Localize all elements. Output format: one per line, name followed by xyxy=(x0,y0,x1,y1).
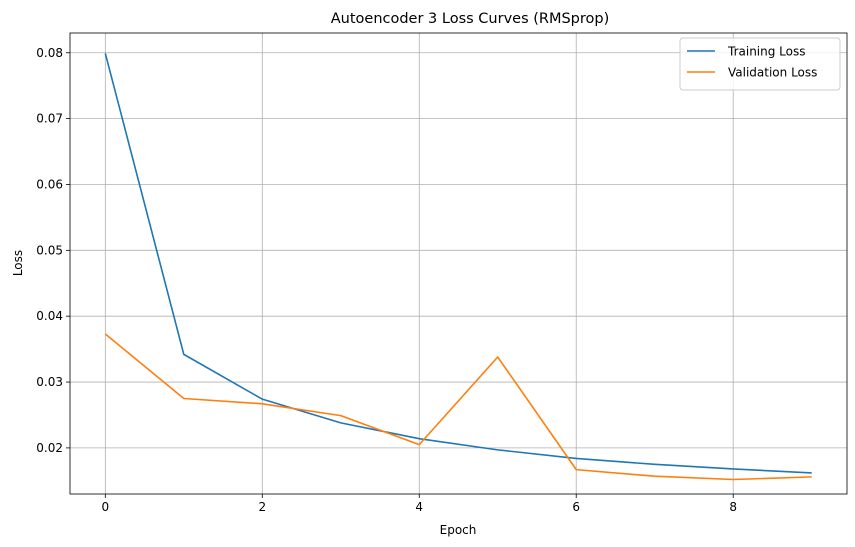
x-tick-label: 0 xyxy=(101,500,109,514)
series-line-training-loss xyxy=(104,53,812,474)
x-tick-label: 8 xyxy=(729,500,737,514)
y-tick-label: 0.05 xyxy=(36,243,63,257)
y-tick-label: 0.03 xyxy=(36,375,63,389)
legend: Training Loss Validation Loss xyxy=(679,37,841,91)
plot-frame xyxy=(69,32,848,495)
x-axis-label: Epoch xyxy=(440,523,477,537)
series-line-validation-loss xyxy=(104,333,812,481)
legend-box xyxy=(679,37,841,91)
legend-label: Validation Loss xyxy=(728,66,817,80)
x-tick-label: 2 xyxy=(258,500,266,514)
x-tick-label: 4 xyxy=(415,500,423,514)
y-tick-label: 0.07 xyxy=(36,112,63,126)
y-axis: 0.02 0.03 0.04 0.05 0.06 0.07 0.08 xyxy=(36,46,70,455)
x-tick-label: 6 xyxy=(572,500,580,514)
series-lines xyxy=(104,53,812,481)
y-tick-label: 0.04 xyxy=(36,309,63,323)
y-axis-label: Loss xyxy=(11,250,25,276)
grid-lines xyxy=(70,33,847,494)
y-tick-label: 0.02 xyxy=(36,441,63,455)
chart-title: Autoencoder 3 Loss Curves (RMSprop) xyxy=(331,11,610,27)
legend-label: Training Loss xyxy=(727,45,805,59)
x-axis: 0 2 4 6 8 xyxy=(101,494,737,514)
y-tick-label: 0.06 xyxy=(36,177,63,191)
y-tick-label: 0.08 xyxy=(36,46,63,60)
